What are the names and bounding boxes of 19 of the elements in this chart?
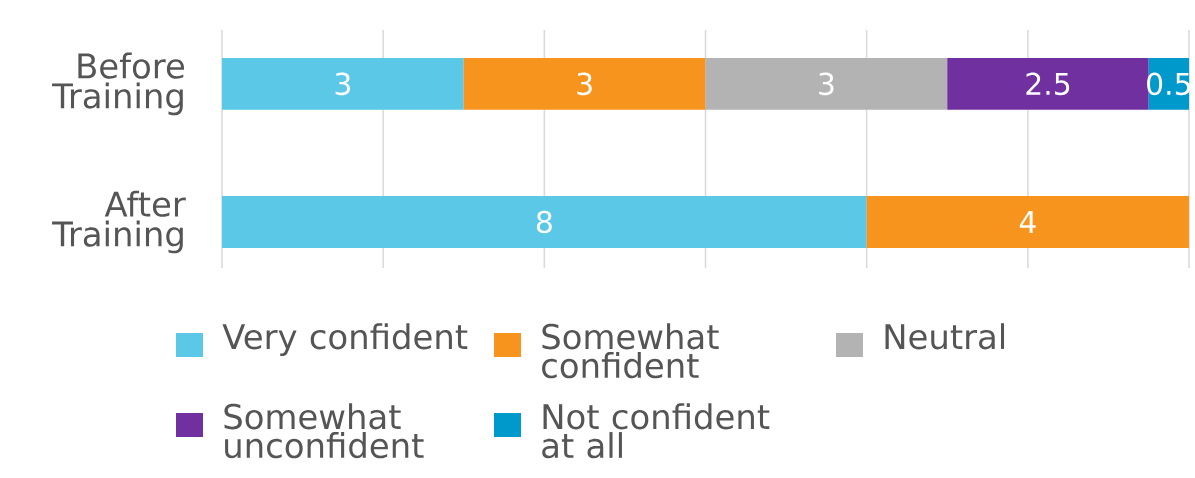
legend-label: Not confident at all xyxy=(542,403,770,459)
y-tick-label: Before Training xyxy=(52,52,185,116)
data-label: 2.5 xyxy=(1026,72,1070,96)
data-label: 3 xyxy=(819,72,834,96)
data-label: 3 xyxy=(335,72,350,96)
data-label: 4 xyxy=(1019,211,1036,233)
legend-label: Somewhat confident xyxy=(542,323,719,379)
bar xyxy=(463,57,706,110)
legend-label: Neutral xyxy=(885,323,1005,350)
legend-label: Somewhat unconfident xyxy=(224,403,424,459)
data-label: 3 xyxy=(577,72,592,96)
bar xyxy=(222,57,464,110)
bar xyxy=(947,57,1149,110)
bar xyxy=(705,57,948,110)
bar xyxy=(866,196,1190,248)
legend-label: Very confident xyxy=(222,323,468,356)
y-tick-label: After Training xyxy=(52,190,186,254)
data-label: 8 xyxy=(536,210,552,234)
bar xyxy=(222,196,867,248)
